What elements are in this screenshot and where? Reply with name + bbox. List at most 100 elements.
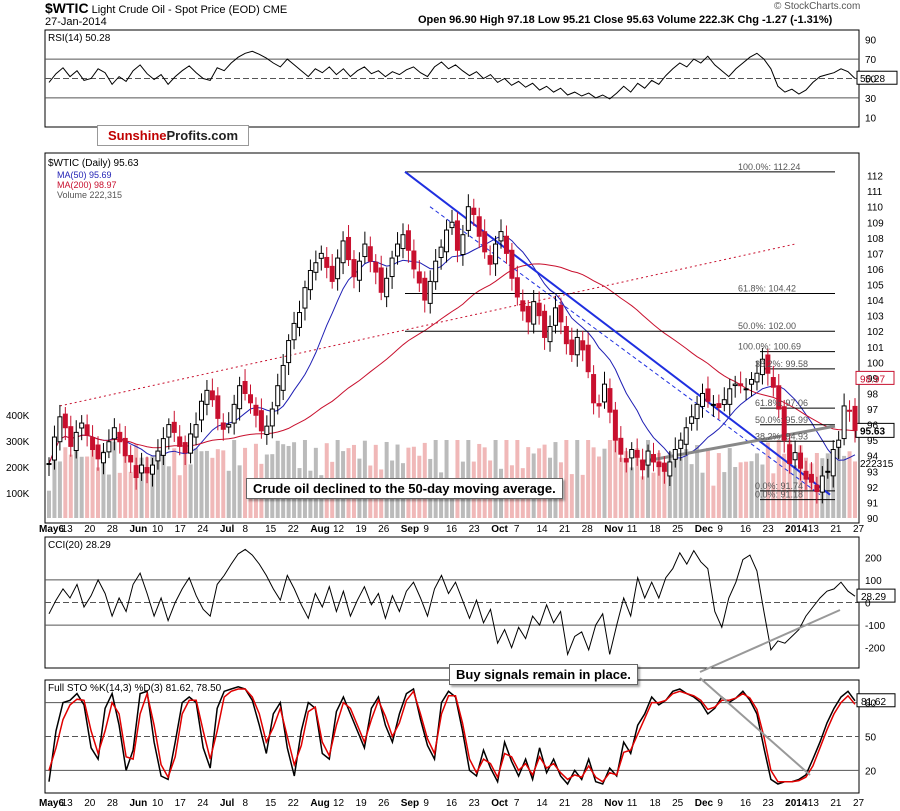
price-y-tick: 99	[867, 374, 879, 385]
x-tick-price: 16	[740, 524, 752, 535]
volume-bar	[847, 451, 852, 518]
cci-line	[48, 548, 856, 657]
volume-bar	[793, 465, 798, 518]
x-tick-price: Jul	[220, 524, 235, 535]
candle-body	[476, 216, 482, 237]
volume-bar	[776, 440, 781, 518]
x-tick-price: 2014	[785, 524, 808, 535]
volume-bar	[237, 465, 242, 518]
x-tick-price: 27	[853, 524, 865, 535]
ma50-line	[48, 235, 856, 464]
candle-body	[580, 340, 586, 351]
rsi-last-label: 50.28	[860, 74, 885, 85]
x-tick-price: Nov	[604, 524, 623, 535]
price-y-tick: 110	[867, 203, 883, 214]
candle-body	[188, 433, 194, 454]
x-tick-sto: 20	[84, 798, 96, 809]
candle-body	[574, 336, 580, 356]
candle-body	[90, 437, 96, 451]
volume-bar	[194, 448, 199, 518]
volume-bar	[243, 447, 248, 518]
x-tick-sto: 15	[265, 798, 277, 809]
x-tick-sto: 17	[175, 798, 187, 809]
symbol: $WTIC	[45, 0, 89, 16]
x-tick-sto: 28	[107, 798, 119, 809]
volume-bar	[215, 449, 220, 518]
fib-label: 50.0%: 102.00	[738, 321, 796, 331]
candle-body	[51, 436, 57, 461]
chart-title: Light Crude Oil - Spot Price (EOD)	[91, 4, 260, 16]
note-pointer-1	[699, 609, 841, 673]
volume-bar	[150, 455, 155, 518]
candle-body	[106, 441, 112, 453]
price-legend-0: MA(50) 95.69	[57, 170, 112, 180]
price-y-tick: 98	[867, 389, 879, 400]
candle-body	[122, 437, 128, 457]
candle-body	[209, 390, 215, 401]
volume-bar	[52, 440, 57, 518]
volume-bar	[172, 448, 177, 518]
volume-bar	[74, 448, 79, 518]
candle-body	[678, 439, 684, 449]
cci-y-tick: -100	[865, 621, 885, 632]
candle-body	[204, 389, 210, 405]
candle-body	[149, 464, 155, 475]
candle-body	[100, 452, 106, 464]
candle-body	[367, 246, 373, 262]
volume-bar	[765, 442, 770, 518]
candle-body	[629, 449, 635, 459]
ohlc-readout: Open 96.90 High 97.18 Low 95.21 Close 95…	[418, 14, 833, 26]
x-tick-price: 8	[243, 524, 249, 535]
candle-body	[514, 277, 520, 298]
x-tick-price: 22	[288, 524, 300, 535]
sto-last-box	[856, 693, 896, 708]
candle-body	[117, 431, 123, 443]
candle-body	[155, 450, 161, 462]
candle-body	[444, 229, 450, 253]
brand-logo: SunshineProfits.com	[97, 125, 250, 146]
x-tick-price: Sep	[401, 524, 419, 535]
sto-title: Full STO %K(14,3) %D(3) 81.62, 78.50	[48, 683, 222, 694]
cci-last-box	[856, 588, 896, 603]
x-tick-sto: 18	[650, 798, 662, 809]
volume-label: 222315	[860, 459, 894, 470]
price-y-tick: 103	[867, 312, 884, 323]
x-tick-sto: Jun	[129, 798, 147, 809]
price-y-tick: 101	[867, 343, 884, 354]
sto-y-tick: 50	[865, 733, 877, 744]
candle-body	[427, 280, 433, 304]
last-price-label: 95.63	[860, 426, 885, 437]
volume-bar	[689, 464, 694, 518]
candle-body	[607, 388, 613, 413]
fib-label: 61.8%: 97.06	[755, 398, 808, 408]
candle-body	[291, 322, 297, 341]
candle-body	[231, 403, 237, 424]
candle-body	[798, 452, 804, 469]
volume-bar	[607, 440, 612, 518]
chart-symbol-title: $WTIC Light Crude Oil - Spot Price (EOD)…	[45, 0, 287, 16]
cci-y-tick: 100	[865, 576, 882, 587]
candle-body	[552, 307, 558, 326]
candle-body	[721, 399, 727, 406]
candle-body	[411, 250, 417, 270]
candle-body	[754, 372, 760, 383]
candle-body	[661, 462, 667, 472]
fib-label: 38.2%: 94.93	[755, 431, 808, 441]
price-y-tick: 94	[867, 452, 879, 463]
candle-body	[591, 374, 597, 404]
volume-bar	[602, 448, 607, 518]
x-tick-sto: 23	[763, 798, 775, 809]
candle-body	[62, 413, 68, 429]
candle-body	[449, 221, 455, 229]
x-tick-sto: 25	[672, 798, 684, 809]
volume-bar	[825, 453, 830, 518]
candle-body	[749, 378, 755, 385]
x-tick-sto: May6	[39, 798, 64, 809]
candle-body	[465, 206, 471, 231]
volume-bar	[640, 476, 645, 518]
candle-body	[493, 243, 499, 265]
volume-bar	[684, 449, 689, 518]
volume-bar	[128, 471, 133, 518]
volume-bar	[597, 456, 602, 518]
candle-body	[634, 450, 640, 458]
